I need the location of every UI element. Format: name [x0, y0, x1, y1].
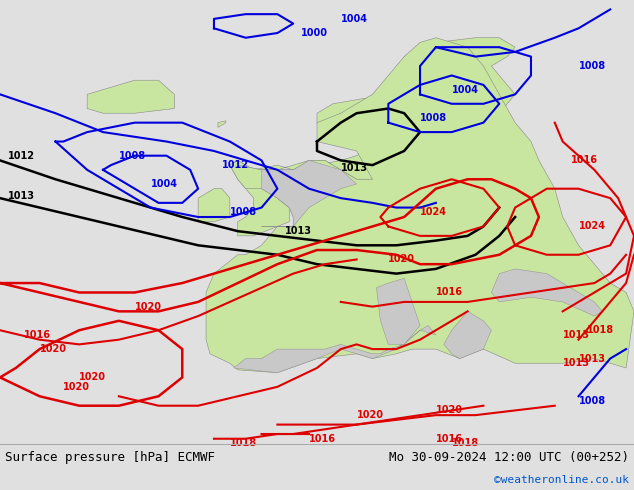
Text: 1020: 1020 — [356, 410, 384, 420]
Text: 1016: 1016 — [309, 434, 336, 444]
Polygon shape — [87, 80, 174, 113]
Polygon shape — [218, 121, 226, 127]
Text: 1013: 1013 — [563, 330, 590, 340]
Text: 1008: 1008 — [578, 61, 605, 71]
Polygon shape — [377, 278, 420, 344]
Polygon shape — [444, 311, 491, 359]
Text: 1018: 1018 — [451, 439, 479, 448]
Text: 1013: 1013 — [285, 226, 313, 236]
Text: 1016: 1016 — [436, 434, 463, 444]
Polygon shape — [230, 160, 289, 236]
Polygon shape — [198, 189, 230, 221]
Text: 1016: 1016 — [571, 155, 598, 166]
Text: 1013: 1013 — [8, 191, 35, 201]
Text: Surface pressure [hPa] ECMWF: Surface pressure [hPa] ECMWF — [5, 451, 215, 464]
Polygon shape — [261, 160, 356, 226]
Text: 1016: 1016 — [436, 288, 463, 297]
Text: 1013: 1013 — [578, 353, 605, 364]
Text: 1008: 1008 — [420, 113, 447, 123]
Polygon shape — [234, 325, 436, 373]
Text: 1020: 1020 — [134, 302, 162, 312]
Text: 1012: 1012 — [222, 160, 249, 170]
Text: 1013: 1013 — [341, 163, 368, 173]
Text: 1020: 1020 — [388, 254, 415, 265]
Polygon shape — [491, 269, 602, 316]
Text: 1020: 1020 — [39, 344, 67, 354]
Text: 1008: 1008 — [119, 151, 146, 161]
Text: 1020: 1020 — [63, 382, 91, 392]
Text: 1020: 1020 — [79, 372, 107, 382]
Text: 1004: 1004 — [451, 85, 479, 95]
Text: 1016: 1016 — [24, 330, 51, 340]
Text: Mo 30-09-2024 12:00 UTC (00+252): Mo 30-09-2024 12:00 UTC (00+252) — [389, 451, 629, 464]
Text: 1008: 1008 — [578, 396, 605, 406]
Text: 1024: 1024 — [420, 207, 447, 217]
Polygon shape — [238, 38, 515, 179]
Polygon shape — [206, 38, 634, 373]
Text: 1004: 1004 — [150, 179, 178, 189]
Text: 1000: 1000 — [301, 28, 328, 38]
Text: 1004: 1004 — [341, 14, 368, 24]
Text: 1020: 1020 — [436, 405, 463, 416]
Text: 1013: 1013 — [563, 358, 590, 368]
Text: 1018: 1018 — [586, 325, 614, 335]
Text: 1018: 1018 — [230, 439, 257, 448]
Text: 1012: 1012 — [8, 151, 35, 161]
Text: 1008: 1008 — [230, 207, 257, 217]
Text: ©weatheronline.co.uk: ©weatheronline.co.uk — [494, 475, 629, 485]
Text: 1024: 1024 — [578, 221, 605, 231]
